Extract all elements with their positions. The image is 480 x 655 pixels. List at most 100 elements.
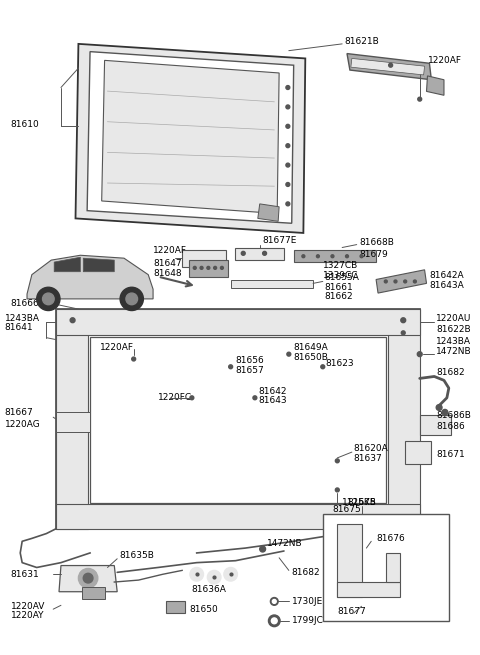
Circle shape [413,280,416,283]
Circle shape [83,573,93,583]
Polygon shape [388,309,420,529]
Circle shape [389,64,393,67]
Text: 81657: 81657 [236,366,264,375]
Text: 81647: 81647 [153,259,182,269]
Circle shape [442,409,448,415]
Circle shape [436,405,442,411]
Text: 81655A: 81655A [324,273,360,282]
Circle shape [321,365,324,369]
Circle shape [286,163,290,167]
Polygon shape [75,44,305,233]
Circle shape [120,288,144,310]
Circle shape [417,352,422,356]
Circle shape [404,280,407,283]
Text: 1220AG: 1220AG [5,421,40,430]
Text: 1220AU: 1220AU [436,314,471,323]
Text: 81648: 81648 [153,269,182,278]
Text: 81686B: 81686B [436,411,471,420]
Text: 81677E: 81677E [263,236,297,245]
Circle shape [207,571,221,584]
Text: 1339CC: 1339CC [323,271,358,280]
Text: 1220AY: 1220AY [11,612,44,620]
Text: 1220AF: 1220AF [153,246,187,255]
Polygon shape [337,582,400,597]
Text: 1472NB: 1472NB [436,346,472,356]
Text: 81686: 81686 [436,422,465,432]
Text: 81682: 81682 [436,368,465,377]
Text: 81631: 81631 [11,570,39,579]
Circle shape [286,105,290,109]
Text: 81610: 81610 [11,120,39,129]
Circle shape [401,331,405,335]
Text: 81650B: 81650B [294,352,328,362]
Text: 81637: 81637 [354,455,383,463]
Circle shape [418,97,421,101]
Polygon shape [56,309,420,529]
Text: 81650: 81650 [189,605,218,614]
Text: 81671: 81671 [436,449,465,458]
Polygon shape [82,587,105,599]
Text: 81642: 81642 [259,386,287,396]
Circle shape [316,255,319,257]
Circle shape [401,318,406,323]
Polygon shape [427,76,444,95]
Text: 1799JC: 1799JC [292,616,324,626]
Polygon shape [27,255,153,299]
Circle shape [220,267,223,269]
Polygon shape [102,60,279,214]
Polygon shape [90,337,386,502]
Circle shape [253,396,257,400]
Text: 81641: 81641 [5,324,33,333]
Text: 81621B: 81621B [344,37,379,47]
Text: 81649A: 81649A [294,343,328,352]
Circle shape [287,352,291,356]
Text: 81636A: 81636A [192,586,227,594]
Circle shape [286,183,290,187]
Circle shape [286,202,290,206]
Polygon shape [386,553,400,582]
Circle shape [43,293,54,305]
Polygon shape [189,260,228,276]
Circle shape [270,597,278,605]
Circle shape [78,569,98,588]
Polygon shape [420,415,451,435]
Polygon shape [87,52,294,223]
Circle shape [36,288,60,310]
Text: 81661: 81661 [324,283,353,291]
Polygon shape [258,204,279,221]
Polygon shape [56,413,90,432]
Circle shape [272,599,276,603]
Circle shape [200,267,203,269]
Text: 1730JE: 1730JE [292,597,323,606]
Text: 81676: 81676 [376,534,405,543]
Polygon shape [54,257,80,272]
Polygon shape [56,309,420,335]
Text: 1472NB: 1472NB [266,539,302,548]
Polygon shape [236,248,284,260]
Circle shape [360,255,363,257]
Text: 81675: 81675 [347,498,376,507]
Text: 81656: 81656 [236,356,264,365]
Polygon shape [376,270,427,293]
Circle shape [286,143,290,147]
Text: 81666: 81666 [11,299,39,309]
Polygon shape [56,309,88,529]
Polygon shape [231,280,313,288]
Text: 1220AF: 1220AF [428,56,461,65]
Circle shape [346,255,348,257]
Text: 1243BA: 1243BA [5,314,40,323]
Circle shape [190,396,194,400]
Polygon shape [83,258,114,272]
Polygon shape [351,58,425,75]
Circle shape [336,459,339,463]
Circle shape [214,267,216,269]
Polygon shape [337,524,361,597]
Text: 81662: 81662 [324,292,353,301]
Text: 81675: 81675 [333,505,361,514]
Text: 1220AF: 1220AF [100,343,134,352]
Circle shape [384,280,387,283]
Text: 81643: 81643 [259,396,288,405]
Circle shape [268,615,280,627]
Text: 1220AV: 1220AV [11,602,45,610]
Circle shape [190,567,204,581]
